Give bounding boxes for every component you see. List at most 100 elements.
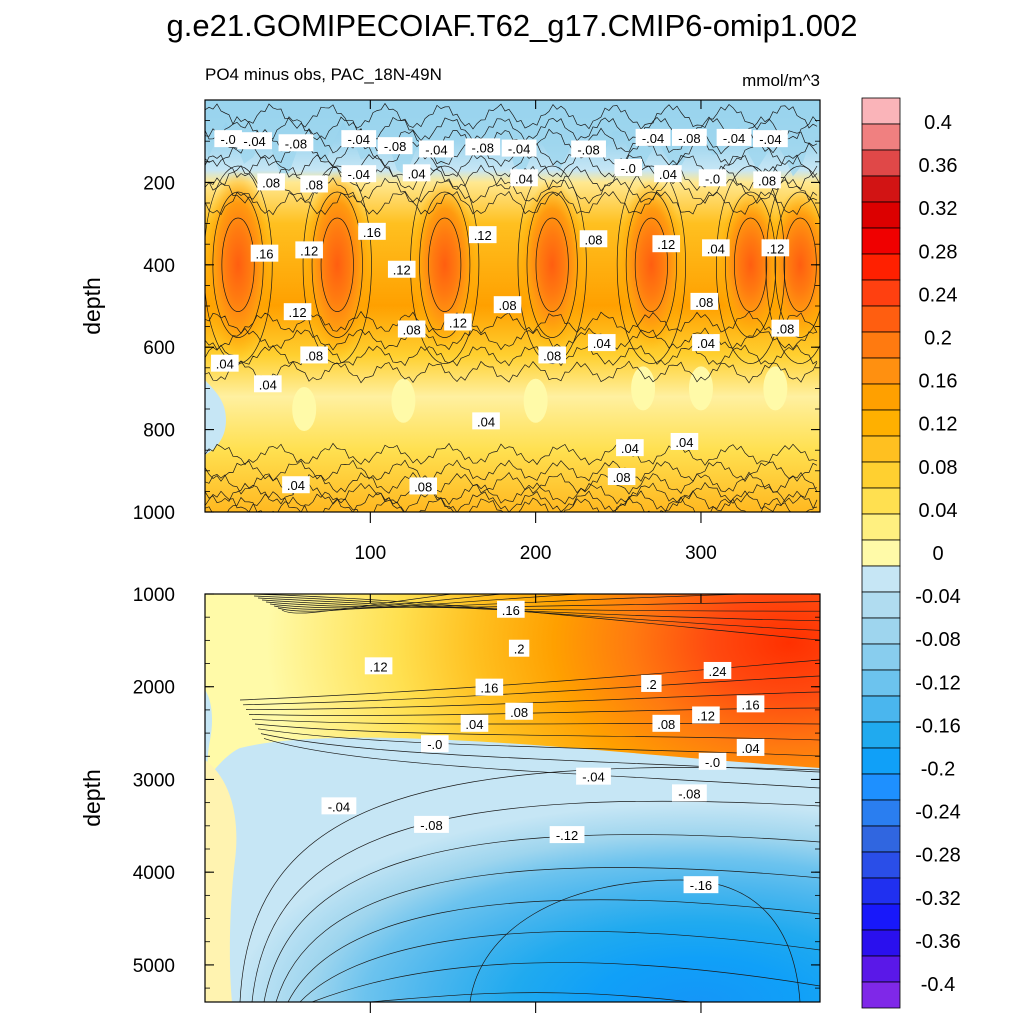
contour-label-box bbox=[278, 134, 314, 152]
lower-contour-line bbox=[251, 800, 820, 1002]
contour-label-text: .04 bbox=[742, 741, 760, 756]
contour-label: -.04 bbox=[341, 130, 377, 148]
upper-contour-line bbox=[205, 190, 818, 216]
contour-label-text: .08 bbox=[305, 348, 323, 363]
y-tick-label: 600 bbox=[143, 338, 175, 359]
contour-label-box bbox=[579, 230, 608, 248]
upper-maximum-core bbox=[205, 169, 273, 360]
contour-label-text: -.0 bbox=[221, 132, 236, 147]
lower-contour-labels: .16 .2 .12 .24 .16 .2 .16 .08 .12 .04 .08 .04 -.0 -.0… bbox=[321, 600, 765, 894]
contour-label-text: -.0 bbox=[427, 737, 442, 752]
y-tick-label: 4000 bbox=[133, 863, 175, 884]
contour-label-box bbox=[549, 826, 585, 844]
lower-contour-line bbox=[245, 597, 820, 710]
upper-contour-line bbox=[205, 442, 818, 466]
contour-label: .16 bbox=[358, 222, 386, 240]
contour-label-text: -.04 bbox=[508, 142, 530, 157]
contour-label-text: -.08 bbox=[420, 818, 442, 833]
upper-axes: 200 400 600 800 1000 100 200 300 bbox=[133, 99, 820, 564]
contour-label-text: .04 bbox=[259, 377, 277, 392]
x-tick-label: 200 bbox=[520, 543, 552, 564]
lower-contour-line bbox=[242, 595, 820, 706]
contour-label-box bbox=[670, 432, 699, 450]
lower-contour-line bbox=[275, 867, 820, 1002]
contour-label: -.04 bbox=[321, 797, 357, 815]
contour-label-text: -.04 bbox=[759, 132, 781, 147]
contour-label-box bbox=[753, 130, 788, 148]
contour-label-box bbox=[652, 235, 681, 253]
colorbar-box bbox=[861, 669, 901, 697]
contour-label-text: .04 bbox=[408, 166, 426, 181]
contour-label: .12 bbox=[652, 235, 681, 253]
contour-label-box bbox=[505, 702, 533, 720]
colorbar-box bbox=[861, 461, 901, 489]
y-tick-label: 1000 bbox=[133, 585, 175, 606]
colorbar-box bbox=[861, 799, 901, 827]
colorbar-label: -0.32 bbox=[915, 888, 961, 910]
upper-contour-line bbox=[205, 360, 818, 384]
contour-label-text: .04 bbox=[216, 357, 234, 372]
contour-label-box bbox=[397, 320, 426, 338]
contour-label: .12 bbox=[692, 706, 720, 724]
contour-label-text: .12 bbox=[289, 305, 307, 320]
upper-maximum-core bbox=[518, 179, 586, 351]
upper-pale-patch bbox=[631, 366, 656, 411]
contour-label-box bbox=[692, 706, 720, 724]
colorbar-box bbox=[861, 747, 901, 775]
lower-contour-line bbox=[263, 834, 820, 1002]
upper-core-contour bbox=[302, 165, 372, 364]
lower-contour-line bbox=[239, 767, 820, 1002]
contour-label-box bbox=[652, 714, 681, 732]
contour-label: .24 bbox=[703, 661, 732, 679]
upper-contour-labels: -.0 -.04 -.08 -.04 -.08 -.04 -.08 -.04 -.08-.04-… bbox=[211, 128, 800, 495]
contour-label-box bbox=[257, 173, 285, 191]
panel-subtitle: PO4 minus obs, PAC_18N-49N bbox=[205, 65, 442, 84]
contour-label-box bbox=[635, 128, 671, 146]
contour-label-box bbox=[501, 139, 537, 157]
contour-label-box bbox=[283, 303, 312, 321]
contour-label: .12 bbox=[468, 226, 497, 244]
contour-label-text: .12 bbox=[766, 241, 784, 256]
contour-label: -.0 bbox=[214, 130, 242, 148]
colorbar-box bbox=[861, 565, 901, 593]
contour-label-box bbox=[211, 354, 239, 372]
contour-label: -.08 bbox=[671, 784, 707, 802]
contour-label: -.08 bbox=[377, 137, 413, 155]
contour-label-box bbox=[497, 600, 525, 618]
contour-label: -.0 bbox=[614, 158, 643, 176]
contour-label: .04 bbox=[692, 334, 720, 352]
contour-label: .04 bbox=[460, 714, 489, 732]
contour-label: .08 bbox=[300, 175, 328, 193]
colorbar-box bbox=[861, 695, 901, 723]
y-tick-label: 1000 bbox=[133, 503, 175, 524]
lower-axes: 1000 2000 3000 4000 5000 bbox=[133, 585, 820, 1013]
upper-pale-patch bbox=[763, 366, 788, 411]
lower-contour-line bbox=[263, 594, 820, 789]
contour-label-box bbox=[716, 128, 752, 146]
upper-core-contour bbox=[625, 191, 677, 338]
contour-label: -.04 bbox=[237, 132, 272, 150]
colorbar-box bbox=[861, 201, 901, 229]
colorbar-label: -0.36 bbox=[915, 931, 961, 953]
colorbar-box bbox=[861, 643, 901, 671]
contour-label: .04 bbox=[616, 439, 644, 457]
upper-core-contour bbox=[419, 191, 471, 338]
contour-label: .04 bbox=[702, 239, 730, 257]
contour-label-text: .08 bbox=[543, 348, 561, 363]
colorbar-box bbox=[861, 513, 901, 541]
contour-label-box bbox=[538, 346, 566, 364]
contour-label-box bbox=[692, 334, 720, 352]
contour-label-text: .04 bbox=[659, 167, 677, 182]
contour-label-text: .04 bbox=[515, 171, 533, 186]
contour-label-box bbox=[736, 738, 765, 756]
contour-label-text: -.08 bbox=[285, 136, 307, 151]
contour-label-box bbox=[358, 222, 386, 240]
upper-pale-patch bbox=[292, 387, 317, 431]
lower-field: .16 .2 .12 .24 .16 .2 .16 .08 .12 .04 .08 .04 -.0 -.0… bbox=[205, 594, 820, 1002]
lower-contour-line bbox=[254, 594, 820, 741]
contour-label: .2 bbox=[641, 674, 662, 692]
contour-label-box bbox=[387, 260, 416, 278]
contour-label: .04 bbox=[670, 432, 699, 450]
contour-label: .08 bbox=[753, 171, 781, 189]
